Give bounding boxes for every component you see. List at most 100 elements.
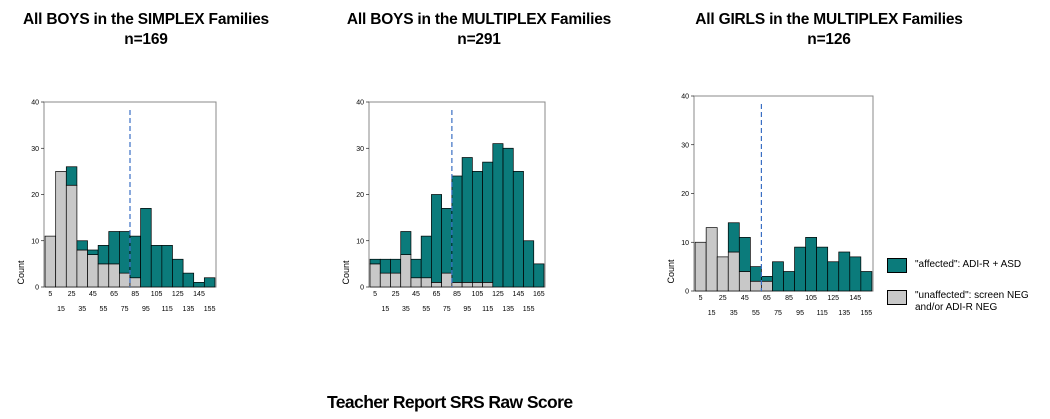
bar-unaffected [738,271,751,292]
y-tick-label: 20 [356,192,364,199]
bar-unaffected [55,171,67,288]
x-tick-label: 45 [741,295,749,302]
y-axis-label: Count [341,260,351,285]
bar-affected [750,266,762,282]
x-tick-label: 35 [402,306,410,313]
panel-title-3: All GIRLS in the MULTIPLEX Families n=12… [666,10,992,50]
bar-unaffected [694,241,707,292]
y-tick-label: 0 [35,285,39,292]
bar-unaffected [379,272,391,288]
x-tick-label: 15 [708,310,716,317]
y-tick-label: 30 [681,142,689,149]
bar-unaffected [431,282,443,288]
bar-affected [738,237,751,272]
x-tick-label: 145 [849,295,861,302]
bar-unaffected [129,277,141,288]
bar-unaffected [119,272,131,288]
bar-affected [379,258,391,274]
x-tick-label: 105 [151,291,163,298]
bar-unaffected [705,227,718,292]
bar-unaffected [471,282,483,288]
bar-affected [108,231,120,265]
y-tick-label: 20 [681,191,689,198]
bar-unaffected [76,249,88,288]
x-tick-label: 5 [699,295,703,302]
bar-affected [772,261,784,292]
bar-affected [193,282,205,288]
x-tick-label: 25 [719,295,727,302]
bar-unaffected [369,263,381,288]
legend-label-affected: "affected": ADI-R + ASD [915,259,1022,270]
bar-affected [420,235,432,279]
chart-panel-1: 0 10 20 30 40 Count 5 25 45 65 85 105 125 145 15 35 55 75… [16,100,217,313]
panel-title-2: All BOYS in the MULTIPLEX Families n=291 [322,10,636,50]
panel-title-1-n: n=169 [124,31,168,48]
y-tick-label: 40 [356,100,364,107]
bar-unaffected [400,254,412,288]
bar-affected [451,175,463,283]
bar-unaffected [750,280,762,292]
panel-title-1-line1: All BOYS in the SIMPLEX Families [23,11,269,28]
x-tick-label: 65 [763,295,771,302]
bar-affected [827,261,840,292]
bar-unaffected [727,251,740,292]
bar-unaffected [410,277,422,288]
y-tick-label: 20 [31,192,39,199]
y-tick-label: 40 [31,100,39,107]
x-tick-label: 125 [492,291,504,298]
bar-affected [860,271,873,292]
x-tick-label: 75 [443,306,451,313]
bar-affected [816,246,829,292]
chart-panel-2: 0 10 20 30 40 Count 5 25 45 65 85 105 125 145 165 15 35 5… [341,100,546,313]
bar-affected [203,277,216,288]
legend-label-unaffected-line2: and/or ADI-R NEG [915,302,998,313]
bar-affected [471,171,483,283]
bar-unaffected [420,277,432,288]
y-tick-label: 0 [360,285,364,292]
x-tick-label: 55 [100,306,108,313]
x-tick-label: 165 [533,291,545,298]
bar-unaffected [108,263,120,288]
x-tick-label: 125 [827,295,839,302]
bar-affected [761,276,773,282]
x-tick-label: 15 [57,306,65,313]
bar-unaffected [716,256,729,292]
panel-title-3-line1: All GIRLS in the MULTIPLEX Families [695,11,963,28]
legend-label-unaffected-line1: "unaffected": screen NEG [915,290,1029,301]
bar-affected [727,222,740,253]
x-tick-label: 35 [730,310,738,317]
x-tick-label: 145 [193,291,205,298]
x-tick-label: 125 [172,291,184,298]
y-axis-label: Count [16,260,26,285]
x-tick-label: 5 [48,291,52,298]
bar-unaffected [761,280,773,292]
x-tick-label: 85 [131,291,139,298]
x-tick-label: 95 [463,306,471,313]
x-tick-label: 115 [162,306,173,313]
y-tick-label: 10 [356,238,364,245]
panel-title-3-n: n=126 [807,31,851,48]
bar-affected [838,251,851,292]
x-tick-label: 45 [89,291,97,298]
bar-affected [172,258,184,288]
bar-affected [140,208,152,288]
x-tick-label: 75 [774,310,782,317]
bar-affected [533,263,545,288]
x-tick-label: 35 [78,306,86,313]
x-tick-label: 65 [433,291,441,298]
x-tick-label: 45 [412,291,420,298]
bar-unaffected [87,254,99,288]
bar-affected [390,258,402,274]
x-tick-label: 5 [373,291,377,298]
bar-affected [805,237,817,292]
bar-unaffected [441,272,453,288]
bar-affected [502,147,514,288]
bar-affected [76,240,88,251]
x-tick-label: 145 [513,291,525,298]
bar-affected [369,258,381,265]
bar-affected [150,245,163,288]
bar-unaffected [44,235,57,288]
chart-panel-3: 0 10 20 30 40 Count 5 25 45 65 85 105 125 145 15 35 55 75… [666,94,874,317]
bar-affected [182,272,195,288]
